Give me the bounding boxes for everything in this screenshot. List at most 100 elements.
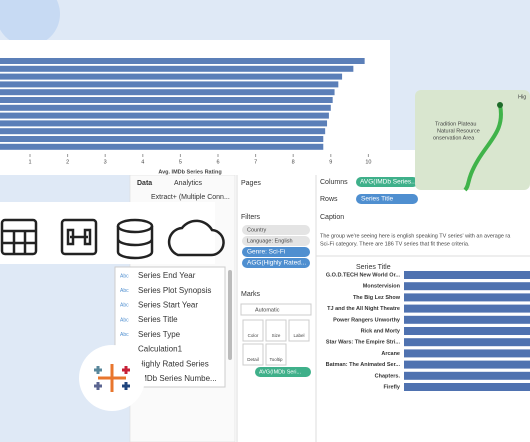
shelf-label: Rows xyxy=(320,196,338,203)
row-label: TJ and the All Night Theatre xyxy=(327,306,400,312)
caption-line: The group we're seeing here is english s… xyxy=(320,233,511,239)
filter-item[interactable] xyxy=(242,225,310,235)
field-name[interactable]: Calculation1 xyxy=(138,345,183,354)
field-type: Abc xyxy=(120,332,129,338)
field-name[interactable]: Series Title xyxy=(138,315,178,324)
marks-title: Marks xyxy=(241,291,261,298)
view-bar xyxy=(404,282,530,291)
marks-button-label[interactable]: Detail xyxy=(247,357,259,362)
pages-title: Pages xyxy=(241,180,261,187)
field-name[interactable]: Series Start Year xyxy=(138,301,198,310)
bar xyxy=(0,65,354,72)
field-name[interactable]: Series Plot Synopsis xyxy=(138,286,211,295)
marks-button-label[interactable]: Tooltip xyxy=(269,357,283,362)
mark-type[interactable]: Automatic xyxy=(255,307,280,313)
pill[interactable] xyxy=(356,177,418,187)
row-label: Star Wars: The Empire Stri... xyxy=(326,340,401,346)
map-pin xyxy=(497,102,503,108)
x-tick-label: 7 xyxy=(254,159,257,165)
shelf-label: Columns xyxy=(320,179,348,186)
view-bar xyxy=(404,349,530,358)
bar xyxy=(0,143,324,150)
row-label: G.O.D.TECH New World Or... xyxy=(326,272,401,278)
marks-button[interactable] xyxy=(265,343,287,366)
view-bar xyxy=(404,271,530,279)
bar xyxy=(0,58,365,64)
row-label: Arcane xyxy=(381,351,400,357)
view-bar xyxy=(404,327,530,335)
view-bar xyxy=(404,338,530,347)
field-type: Abc xyxy=(120,317,129,323)
bar xyxy=(0,81,339,88)
field-name[interactable]: Highly Rated Series xyxy=(138,359,209,368)
row-label: Monstervision xyxy=(363,284,401,290)
filter-pill[interactable] xyxy=(242,258,310,268)
data-source[interactable]: Extract+ (Multiple Conn... xyxy=(151,194,230,201)
filter-text[interactable]: Country xyxy=(247,227,267,233)
bar xyxy=(0,120,328,127)
logo xyxy=(94,364,130,392)
deco-bubble xyxy=(0,0,60,46)
view-bar xyxy=(404,360,530,369)
bar xyxy=(0,128,326,135)
field-name[interactable]: IMDb Series Numbe... xyxy=(138,374,217,383)
marks-button[interactable] xyxy=(265,319,287,342)
marks-button[interactable] xyxy=(288,319,310,342)
filter-text[interactable]: Language: English xyxy=(247,238,293,244)
view-header: Series Title xyxy=(356,264,391,271)
map-label: Natural Resource xyxy=(437,128,480,134)
pill-text[interactable]: AVG(IMDb Seri... xyxy=(259,369,302,375)
map-label: onservation Area xyxy=(433,135,475,141)
bar xyxy=(0,89,335,96)
caption-title: Caption xyxy=(320,214,344,221)
filter-text[interactable]: Genre: Sci-Fi xyxy=(247,249,285,256)
x-tick-label: 10 xyxy=(365,159,371,165)
tab[interactable]: Analytics xyxy=(174,180,203,187)
marks-button-label[interactable]: Label xyxy=(293,333,304,338)
bar xyxy=(0,73,343,80)
row-label: Firefly xyxy=(383,384,400,390)
marks-button[interactable] xyxy=(242,343,264,366)
marks-button[interactable] xyxy=(242,319,264,342)
view-bar xyxy=(404,293,530,302)
x-tick-label: 3 xyxy=(104,159,107,165)
field-type: Abc xyxy=(120,303,129,309)
row-label: The Big Lez Show xyxy=(353,295,401,301)
x-tick-label: 2 xyxy=(66,159,69,165)
bar xyxy=(0,97,333,103)
pill-text[interactable]: Series Title xyxy=(361,196,394,203)
field-name[interactable]: Series Type xyxy=(138,330,181,339)
x-tick-label: 1 xyxy=(28,159,31,165)
filters-title: Filters xyxy=(241,214,261,221)
filter-text[interactable]: AGG(Highly Rated... xyxy=(247,260,306,267)
bar xyxy=(0,136,324,142)
view-bar xyxy=(404,304,530,313)
mark-type-select[interactable] xyxy=(240,303,312,316)
filter-pill[interactable] xyxy=(242,247,310,257)
view-bar xyxy=(404,315,530,324)
x-axis-label: Avg. IMDb Series Rating xyxy=(158,169,221,175)
pill[interactable] xyxy=(356,194,418,204)
filter-item[interactable] xyxy=(242,236,310,246)
row-label: Power Rangers Unworthy xyxy=(333,317,401,323)
x-tick-label: 5 xyxy=(179,159,182,165)
x-tick-label: 9 xyxy=(329,159,332,165)
view-bar xyxy=(404,383,530,391)
field-type: Abc xyxy=(120,273,129,279)
pill-text[interactable]: AVG(IMDb Series... xyxy=(360,179,417,186)
marks-button-label[interactable]: Color xyxy=(248,333,259,338)
row-label: Chapters. xyxy=(375,373,401,379)
tab[interactable]: Data xyxy=(137,180,152,187)
pill[interactable] xyxy=(255,367,311,377)
view-bar xyxy=(404,371,530,380)
caption-line: Sci-Fi category. There are 186 TV series… xyxy=(320,241,470,247)
map-label: Tradition Plateau xyxy=(435,121,476,127)
field-name[interactable]: Series End Year xyxy=(138,271,196,280)
scrollbar[interactable] xyxy=(228,270,232,360)
field-type: Abc xyxy=(120,288,129,294)
marks-button-label[interactable]: Size xyxy=(272,333,281,338)
x-tick-label: 4 xyxy=(141,159,144,165)
row-label: Rick and Morty xyxy=(361,328,401,334)
